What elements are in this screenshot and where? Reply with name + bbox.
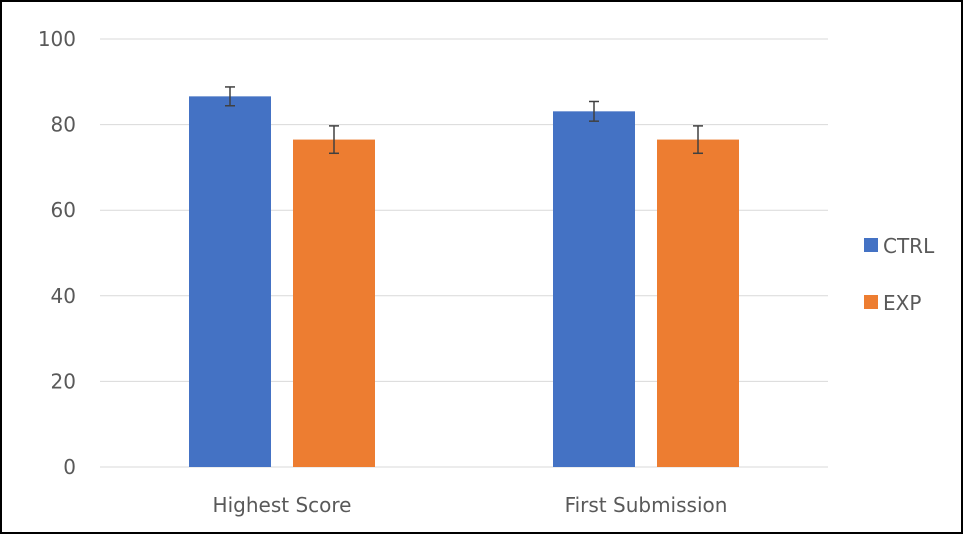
legend-item-exp: EXP bbox=[864, 291, 921, 315]
y-tick-label: 40 bbox=[51, 284, 76, 308]
y-tick-label: 0 bbox=[63, 455, 76, 479]
legend: CTRL EXP bbox=[864, 234, 935, 315]
error-bars bbox=[225, 86, 703, 155]
y-tick-label: 80 bbox=[51, 113, 76, 137]
y-tick-label: 20 bbox=[51, 369, 76, 393]
bar-exp bbox=[657, 139, 739, 467]
error-bar bbox=[589, 100, 599, 122]
legend-label: EXP bbox=[883, 291, 921, 315]
x-axis-categories: Highest Score First Submission bbox=[213, 493, 728, 517]
legend-item-ctrl: CTRL bbox=[864, 234, 935, 258]
legend-swatch bbox=[864, 238, 878, 252]
bar-ctrl bbox=[553, 111, 635, 467]
y-axis-ticks: 0 20 40 60 80 100 bbox=[38, 27, 76, 479]
bar-exp bbox=[293, 139, 375, 467]
x-category-label: First Submission bbox=[565, 493, 728, 517]
legend-label: CTRL bbox=[883, 234, 935, 258]
y-tick-label: 60 bbox=[51, 198, 76, 222]
bar-ctrl bbox=[189, 96, 271, 468]
bars bbox=[189, 96, 739, 468]
y-tick-label: 100 bbox=[38, 27, 76, 51]
error-bar bbox=[225, 86, 235, 107]
x-category-label: Highest Score bbox=[213, 493, 352, 517]
error-bar bbox=[693, 125, 703, 155]
legend-swatch bbox=[864, 295, 878, 309]
error-bar bbox=[329, 125, 339, 155]
